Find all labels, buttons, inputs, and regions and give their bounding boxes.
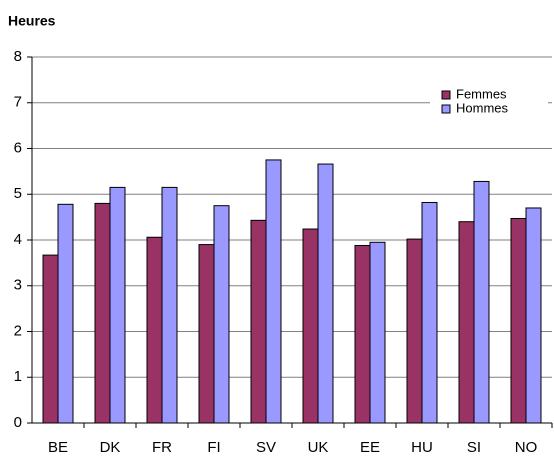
y-tick-label: 8 <box>14 48 22 65</box>
chart-title: Heures <box>8 13 56 29</box>
legend-swatch <box>441 104 451 114</box>
bar <box>265 159 282 424</box>
x-tick-label: FR <box>152 439 172 456</box>
x-tick-label: FI <box>207 439 220 456</box>
y-tick-label: 1 <box>14 368 22 385</box>
bar <box>369 241 386 424</box>
legend-label: Hommes <box>456 100 509 115</box>
legend-swatch <box>441 90 451 100</box>
x-tick-label: EE <box>360 439 380 456</box>
bar <box>250 219 267 424</box>
bar <box>42 254 59 424</box>
y-tick-label: 3 <box>14 277 22 294</box>
bar <box>161 186 178 424</box>
bar <box>510 217 527 424</box>
y-tick-label: 7 <box>14 94 22 111</box>
bar <box>213 205 230 424</box>
x-tick-label: HU <box>411 439 433 456</box>
y-tick-label: 6 <box>14 139 22 156</box>
bar <box>354 244 371 424</box>
bar <box>57 203 74 424</box>
bar <box>94 202 111 424</box>
bar <box>109 186 126 424</box>
bar <box>406 238 423 424</box>
bar <box>198 244 215 424</box>
y-tick-label: 5 <box>14 185 22 202</box>
y-tick-label: 0 <box>14 414 22 431</box>
x-tick-label: SI <box>467 439 481 456</box>
bar <box>525 207 542 424</box>
bar <box>302 228 319 424</box>
x-tick-label: NO <box>515 439 538 456</box>
y-tick-label: 2 <box>14 322 22 339</box>
bar <box>146 236 163 424</box>
bar <box>317 163 334 424</box>
y-tick-label: 4 <box>14 231 22 248</box>
bar <box>421 201 438 424</box>
x-tick-label: DK <box>100 439 121 456</box>
x-tick-label: BE <box>48 439 68 456</box>
x-tick-label: SV <box>256 439 276 456</box>
legend-label: Femmes <box>456 86 507 101</box>
x-tick-label: UK <box>308 439 329 456</box>
bar <box>473 180 490 424</box>
bar <box>458 221 475 424</box>
